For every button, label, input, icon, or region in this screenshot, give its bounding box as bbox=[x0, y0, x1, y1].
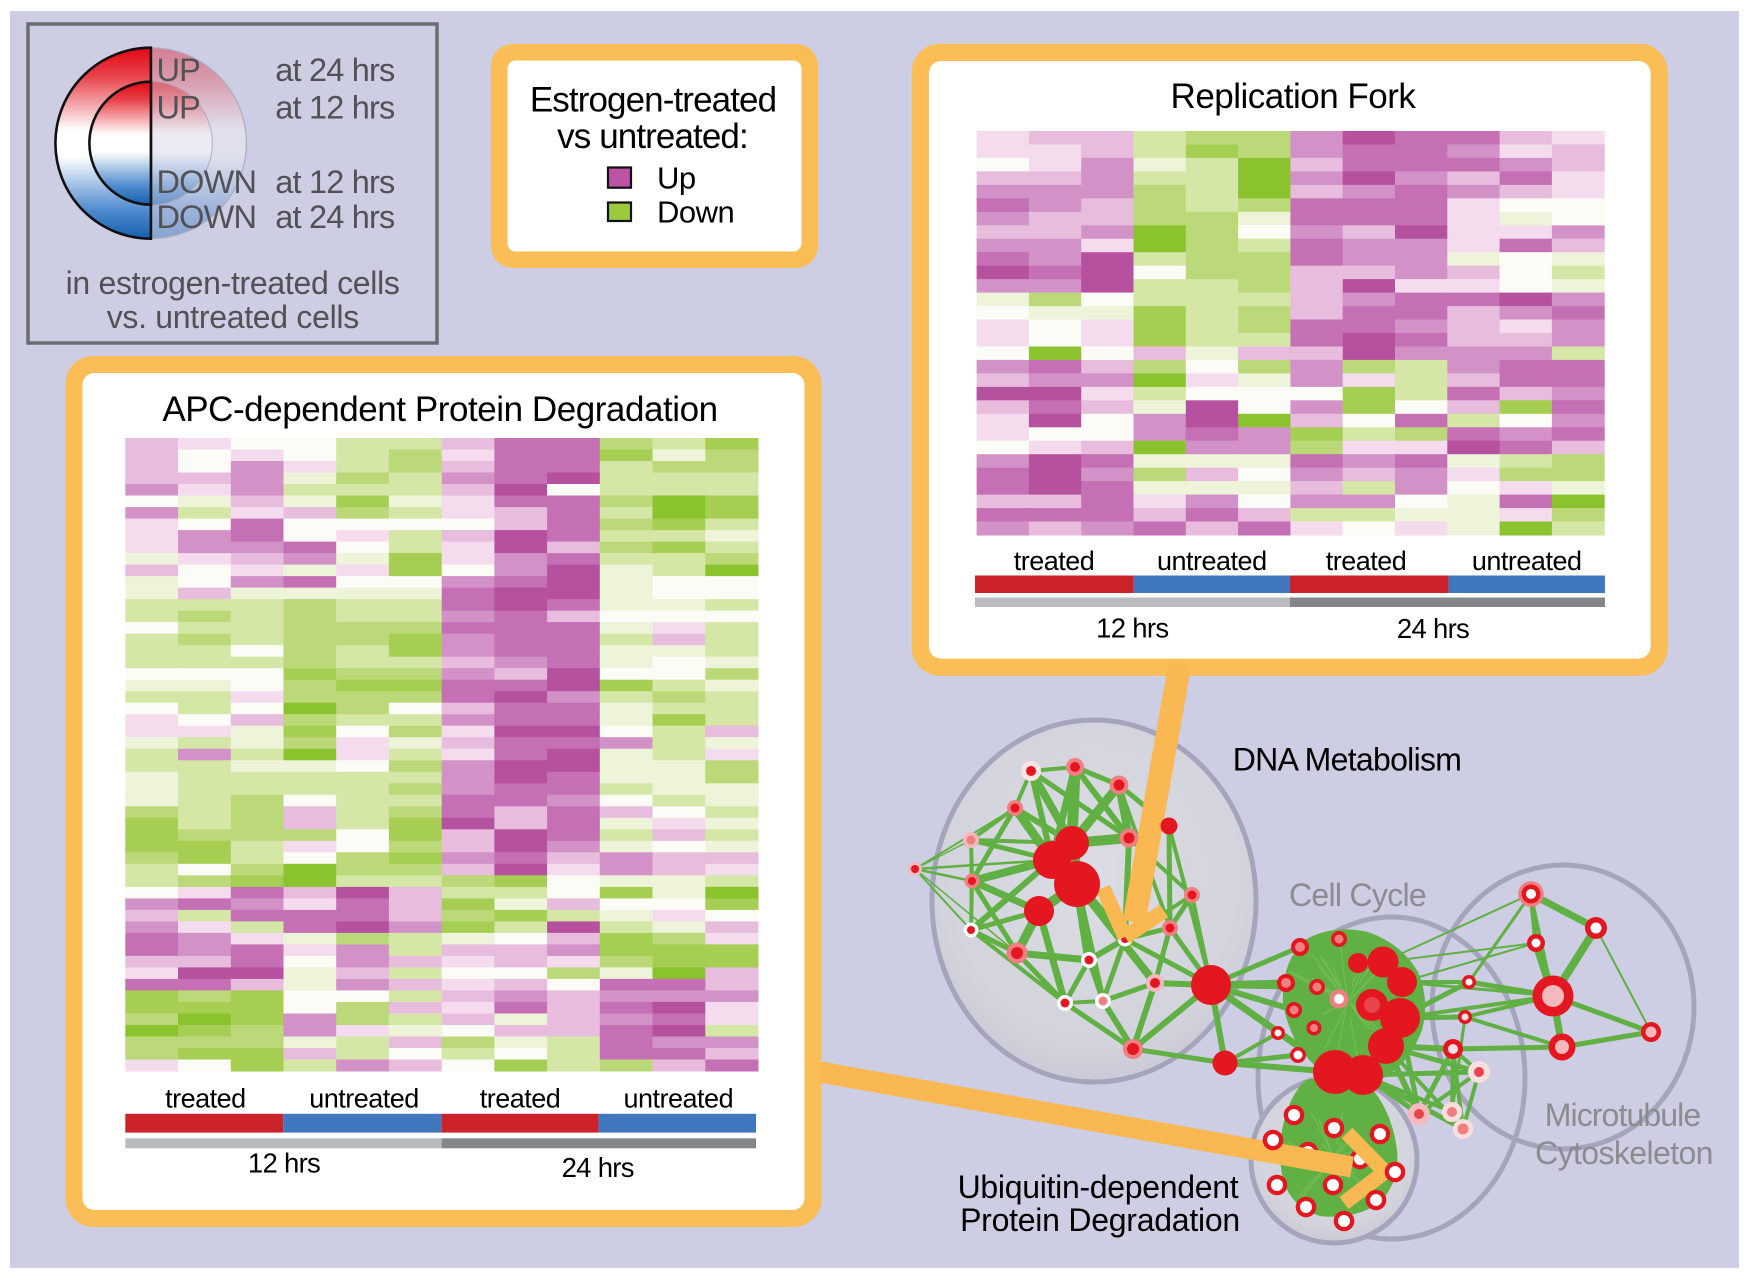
svg-text:Replication Fork: Replication Fork bbox=[1171, 77, 1417, 116]
svg-text:treated: treated bbox=[1326, 546, 1407, 576]
svg-text:Up: Up bbox=[657, 161, 696, 196]
svg-text:Cell Cycle: Cell Cycle bbox=[1289, 877, 1426, 913]
svg-text:Estrogen-treated: Estrogen-treated bbox=[530, 81, 776, 120]
svg-text:12 hrs: 12 hrs bbox=[1096, 613, 1168, 644]
svg-text:DOWN: DOWN bbox=[157, 199, 257, 235]
svg-text:at 24 hrs: at 24 hrs bbox=[275, 199, 395, 235]
svg-text:vs untreated:: vs untreated: bbox=[557, 117, 748, 156]
svg-text:at 12 hrs: at 12 hrs bbox=[275, 164, 395, 200]
svg-text:treated: treated bbox=[480, 1084, 561, 1114]
svg-text:untreated: untreated bbox=[1472, 546, 1582, 576]
svg-text:in estrogen-treated cells: in estrogen-treated cells bbox=[66, 265, 400, 301]
svg-text:Cytoskeleton: Cytoskeleton bbox=[1535, 1135, 1713, 1171]
svg-text:vs. untreated cells: vs. untreated cells bbox=[107, 299, 359, 335]
svg-text:DNA Metabolism: DNA Metabolism bbox=[1233, 742, 1462, 778]
svg-text:treated: treated bbox=[1014, 546, 1095, 576]
svg-text:APC-dependent Protein Degradat: APC-dependent Protein Degradation bbox=[162, 390, 717, 429]
svg-text:untreated: untreated bbox=[1157, 546, 1267, 576]
svg-text:untreated: untreated bbox=[624, 1084, 734, 1114]
svg-text:at 24 hrs: at 24 hrs bbox=[275, 52, 395, 88]
svg-text:12 hrs: 12 hrs bbox=[248, 1147, 320, 1178]
svg-text:Microtubule: Microtubule bbox=[1545, 1097, 1701, 1133]
svg-text:Ubiquitin-dependent: Ubiquitin-dependent bbox=[958, 1169, 1239, 1205]
svg-text:Protein Degradation: Protein Degradation bbox=[960, 1202, 1240, 1238]
svg-text:at 12 hrs: at 12 hrs bbox=[275, 89, 395, 125]
svg-text:Down: Down bbox=[657, 195, 734, 230]
svg-text:UP: UP bbox=[157, 89, 201, 125]
svg-text:untreated: untreated bbox=[309, 1084, 419, 1114]
svg-text:24 hrs: 24 hrs bbox=[562, 1152, 634, 1183]
svg-text:UP: UP bbox=[157, 52, 201, 88]
svg-text:24 hrs: 24 hrs bbox=[1397, 613, 1469, 644]
svg-text:DOWN: DOWN bbox=[157, 164, 257, 200]
svg-text:treated: treated bbox=[165, 1084, 246, 1114]
